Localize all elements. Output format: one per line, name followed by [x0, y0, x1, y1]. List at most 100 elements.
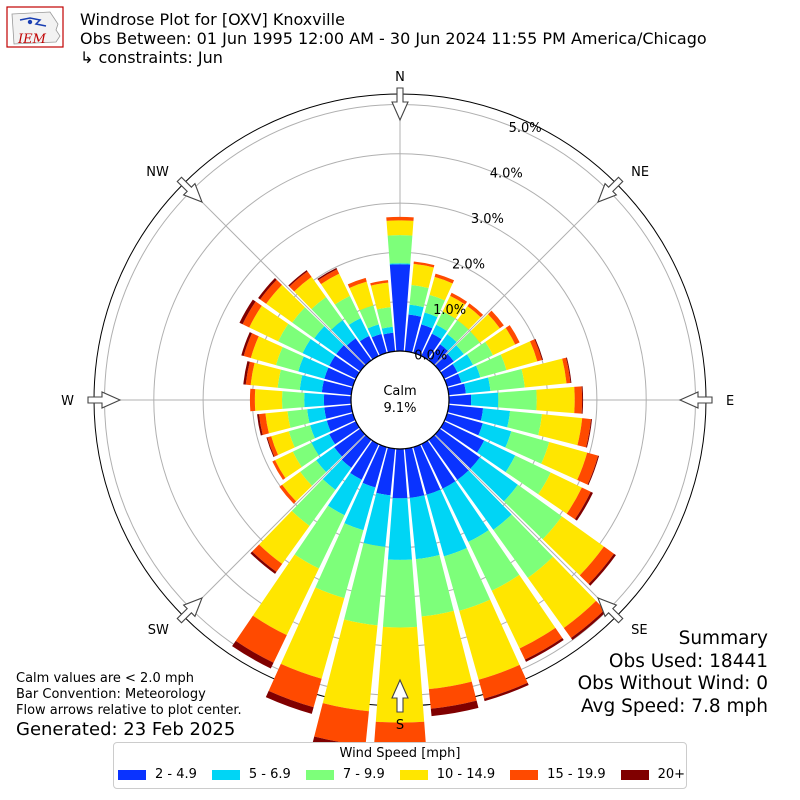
bar-segment: [431, 324, 448, 340]
bar-segment: [311, 434, 336, 456]
bar-segment: [440, 364, 458, 379]
bar-segment: [478, 664, 528, 699]
bar-segment: [243, 333, 259, 359]
bar-segment: [376, 447, 396, 496]
bar-segment: [250, 336, 283, 366]
bar-segment: [579, 546, 614, 585]
direction-label: N: [395, 70, 405, 85]
bar-segment: [434, 273, 455, 284]
generated-date: Generated: 23 Feb 2025: [16, 719, 236, 740]
bar-segment: [322, 459, 352, 490]
flow-arrow: [597, 597, 624, 624]
bar-segment: [268, 663, 322, 708]
bar-segment: [392, 448, 408, 499]
bar-segment: [294, 505, 345, 569]
summary-heading: Summary: [678, 628, 768, 649]
flow-arrow: [391, 678, 409, 713]
bar-segment: [322, 619, 378, 712]
bar-segment: [311, 296, 343, 330]
radial-tick-label: 2.0%: [452, 258, 485, 273]
iem-logo: IEM: [6, 6, 64, 48]
bar-segment: [530, 339, 543, 362]
bar-segment: [505, 431, 550, 464]
legend-swatch: [211, 769, 240, 780]
legend-item: 2 - 4.9: [118, 767, 212, 782]
bar-segment: [314, 326, 344, 355]
bar-segment: [443, 548, 491, 611]
bar-segment: [257, 414, 263, 436]
bar-segment: [331, 320, 356, 346]
legend-item: 7 - 9.9: [305, 767, 400, 782]
bar-segment: [346, 338, 372, 365]
bar-segment: [327, 473, 362, 516]
bar-segment: [458, 365, 481, 383]
bar-segment: [440, 421, 485, 453]
bar-segment: [565, 357, 572, 383]
bar-segment: [470, 392, 499, 408]
bar-segment: [436, 311, 456, 332]
bar-segment: [505, 455, 551, 495]
bar-segment: [581, 386, 584, 414]
bar-segment: [294, 276, 326, 310]
legend-item: 15 - 19.9: [510, 767, 620, 782]
bar-segment: [274, 451, 302, 479]
logo-text: IEM: [17, 32, 47, 47]
legend-label: 5 - 6.9: [248, 767, 291, 782]
bar-segment: [375, 626, 425, 723]
legend-label: 2 - 4.9: [155, 767, 197, 782]
bar-segment: [326, 413, 356, 432]
bar-segment: [440, 334, 457, 351]
bar-segment: [470, 457, 518, 502]
bar-segment: [467, 303, 484, 318]
title-line-3: ↳ constraints: Jun: [80, 48, 223, 67]
bar-segment: [444, 373, 462, 387]
bar-segment: [386, 220, 414, 236]
legend-label: 10 - 14.9: [436, 767, 496, 782]
bar-segment: [363, 492, 391, 547]
bar-segment: [259, 510, 310, 564]
bar-segment: [334, 295, 361, 325]
bar-segment: [413, 261, 435, 268]
legend-swatch: [118, 769, 146, 780]
bar-segment: [315, 523, 364, 599]
flow-arrow: [176, 176, 203, 203]
bar-segment: [466, 341, 494, 365]
legend: Wind Speed [mph] 2 - 4.9 5 - 6.9 7 - 9.9…: [113, 742, 687, 789]
bar-segment: [266, 437, 275, 458]
bar-segment: [348, 318, 370, 342]
bar-segment: [574, 491, 593, 521]
bar-segment: [265, 690, 314, 714]
bar-segment: [265, 411, 291, 434]
bar-segment: [447, 383, 466, 396]
bar-segment: [478, 423, 512, 448]
bar-segment: [500, 341, 538, 371]
flow-arrow: [597, 176, 624, 203]
legend-label: 15 - 19.9: [547, 767, 606, 782]
bar-segment: [277, 369, 303, 390]
bar-segment: [428, 344, 448, 365]
bar-segment: [367, 324, 382, 338]
bar-segment: [252, 544, 283, 572]
bar-segment: [476, 354, 507, 378]
radial-tick-label: 4.0%: [490, 167, 523, 182]
bar-segment: [271, 431, 295, 456]
bar-segment: [245, 361, 255, 386]
bar-segment: [291, 479, 336, 526]
bar-segment: [428, 681, 477, 709]
bar-segment: [298, 356, 329, 379]
bar-segment: [450, 292, 468, 305]
bar-segment: [389, 263, 411, 265]
bar-convention-note: Bar Convention: Meteorology: [16, 687, 206, 702]
bar-segment: [426, 489, 467, 557]
bar-segment: [483, 682, 529, 702]
bar-segment: [241, 332, 252, 357]
bar-segment: [349, 281, 374, 311]
bar-segment: [249, 388, 256, 412]
bar-segment: [310, 420, 331, 439]
bars-group: [232, 216, 616, 758]
bar-segment: [468, 530, 520, 591]
bar-segment: [429, 276, 453, 301]
bar-segment: [421, 312, 438, 329]
bar-segment: [382, 559, 418, 628]
bar-segment: [421, 610, 472, 690]
